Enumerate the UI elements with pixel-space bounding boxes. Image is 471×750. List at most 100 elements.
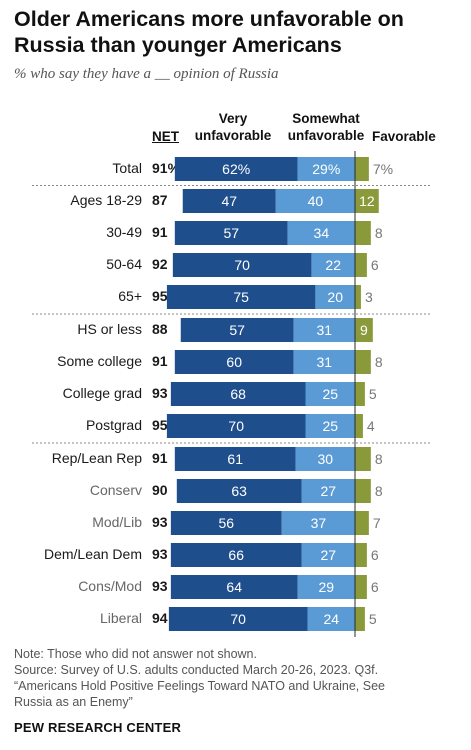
label-favorable: 6	[371, 257, 379, 273]
row-net-value: 93	[152, 385, 168, 401]
label-favorable: 7	[373, 515, 381, 531]
row-label: HS or less	[77, 321, 142, 337]
bar-somewhat-unfavorable	[301, 479, 355, 503]
label-somewhat-unfavorable: 40	[308, 193, 324, 209]
row-net-value: 90	[152, 482, 168, 498]
bar-favorable	[355, 189, 379, 213]
bar-favorable	[355, 221, 371, 245]
bar-somewhat-unfavorable	[293, 350, 355, 374]
bar-favorable	[355, 511, 369, 535]
row-label: College grad	[62, 385, 142, 401]
label-favorable: 7%	[373, 161, 393, 177]
label-favorable: 6	[371, 547, 379, 563]
row-label: Liberal	[99, 610, 142, 626]
row-label: Dem/Lean Dem	[43, 546, 142, 562]
label-very-unfavorable: 64	[226, 579, 242, 595]
row-net-value: 91	[152, 353, 168, 369]
footer-source: PEW RESEARCH CENTER	[14, 720, 182, 735]
row-net-value: 93	[152, 546, 168, 562]
bar-very-unfavorable	[182, 189, 276, 213]
label-favorable: 6	[371, 579, 379, 595]
note-line: Note: Those who did not answer not shown…	[14, 647, 257, 661]
header-very-unfavorable: Very unfavorable	[194, 111, 272, 143]
note-line: “Americans Hold Positive Feelings Toward…	[14, 679, 385, 693]
note-line: Russia as an Enemy”	[14, 695, 133, 709]
bar-favorable	[355, 285, 361, 309]
label-very-unfavorable: 68	[230, 386, 246, 402]
bar-favorable	[355, 575, 367, 599]
row-label: Cons/Mod	[78, 578, 142, 594]
label-very-unfavorable: 70	[228, 418, 244, 434]
row-label: Rep/Lean Rep	[51, 450, 142, 466]
label-very-unfavorable: 75	[233, 289, 249, 305]
label-somewhat-unfavorable: 29%	[312, 161, 340, 177]
bar-very-unfavorable	[174, 221, 288, 245]
bar-very-unfavorable	[166, 285, 316, 309]
label-favorable: 5	[369, 611, 377, 627]
label-somewhat-unfavorable: 29	[319, 579, 335, 595]
label-very-unfavorable: 60	[226, 354, 242, 370]
label-very-unfavorable: 66	[228, 547, 244, 563]
label-favorable: 8	[375, 225, 383, 241]
label-very-unfavorable: 57	[223, 225, 239, 241]
row-net-value: 93	[152, 514, 168, 530]
label-somewhat-unfavorable: 22	[325, 257, 341, 273]
label-somewhat-unfavorable: 31	[317, 322, 333, 338]
label-favorable: 3	[365, 289, 373, 305]
row-label: Ages 18-29	[70, 192, 142, 208]
row-label: Mod/Lib	[92, 514, 142, 530]
label-very-unfavorable: 47	[221, 193, 237, 209]
bar-favorable	[355, 543, 367, 567]
bar-favorable	[355, 607, 365, 631]
chart-title: Older Americans more unfavorable on Russ…	[14, 7, 404, 57]
bar-somewhat-unfavorable	[301, 543, 355, 567]
bar-somewhat-unfavorable	[293, 318, 355, 342]
bar-somewhat-unfavorable	[297, 575, 355, 599]
label-somewhat-unfavorable: 27	[320, 547, 336, 563]
label-very-unfavorable: 63	[231, 483, 247, 499]
bar-very-unfavorable	[180, 318, 294, 342]
row-net-value: 88	[152, 321, 168, 337]
label-favorable: 5	[369, 386, 377, 402]
note-line: Source: Survey of U.S. adults conducted …	[14, 663, 379, 677]
bar-somewhat-unfavorable	[315, 285, 355, 309]
header-net: NET	[152, 129, 179, 144]
bar-very-unfavorable	[170, 543, 302, 567]
bar-favorable	[355, 318, 373, 342]
label-favorable: 8	[375, 451, 383, 467]
label-very-unfavorable: 70	[230, 611, 246, 627]
bar-favorable	[355, 157, 369, 181]
bar-very-unfavorable	[174, 350, 294, 374]
label-very-unfavorable: 62%	[222, 161, 250, 177]
row-label: Total	[112, 160, 142, 176]
bar-favorable	[355, 447, 371, 471]
label-favorable: 8	[375, 354, 383, 370]
row-net-value: 91%	[152, 160, 181, 176]
label-favorable: 12	[359, 193, 375, 209]
bar-favorable	[355, 350, 371, 374]
label-somewhat-unfavorable: 25	[322, 418, 338, 434]
bar-favorable	[355, 479, 371, 503]
bar-favorable	[355, 414, 363, 438]
row-net-value: 91	[152, 224, 168, 240]
row-net-value: 94	[152, 610, 168, 626]
label-somewhat-unfavorable: 37	[311, 515, 327, 531]
bar-very-unfavorable	[176, 479, 302, 503]
row-net-value: 92	[152, 256, 168, 272]
bar-somewhat-unfavorable	[295, 447, 355, 471]
label-somewhat-unfavorable: 31	[317, 354, 333, 370]
label-favorable: 4	[367, 418, 375, 434]
bar-somewhat-unfavorable	[311, 253, 355, 277]
label-somewhat-unfavorable: 30	[318, 451, 334, 467]
row-net-value: 95	[152, 288, 168, 304]
bar-very-unfavorable	[170, 575, 298, 599]
bar-somewhat-unfavorable	[287, 221, 355, 245]
bar-somewhat-unfavorable	[275, 189, 355, 213]
row-label: 50-64	[106, 256, 142, 272]
header-somewhat-unfavorable: Somewhat unfavorable	[287, 111, 365, 143]
row-label: Postgrad	[85, 417, 142, 433]
label-somewhat-unfavorable: 20	[327, 289, 343, 305]
bar-very-unfavorable	[170, 511, 282, 535]
chart-subtitle: % who say they have a __ opinion of Russ…	[14, 66, 279, 82]
